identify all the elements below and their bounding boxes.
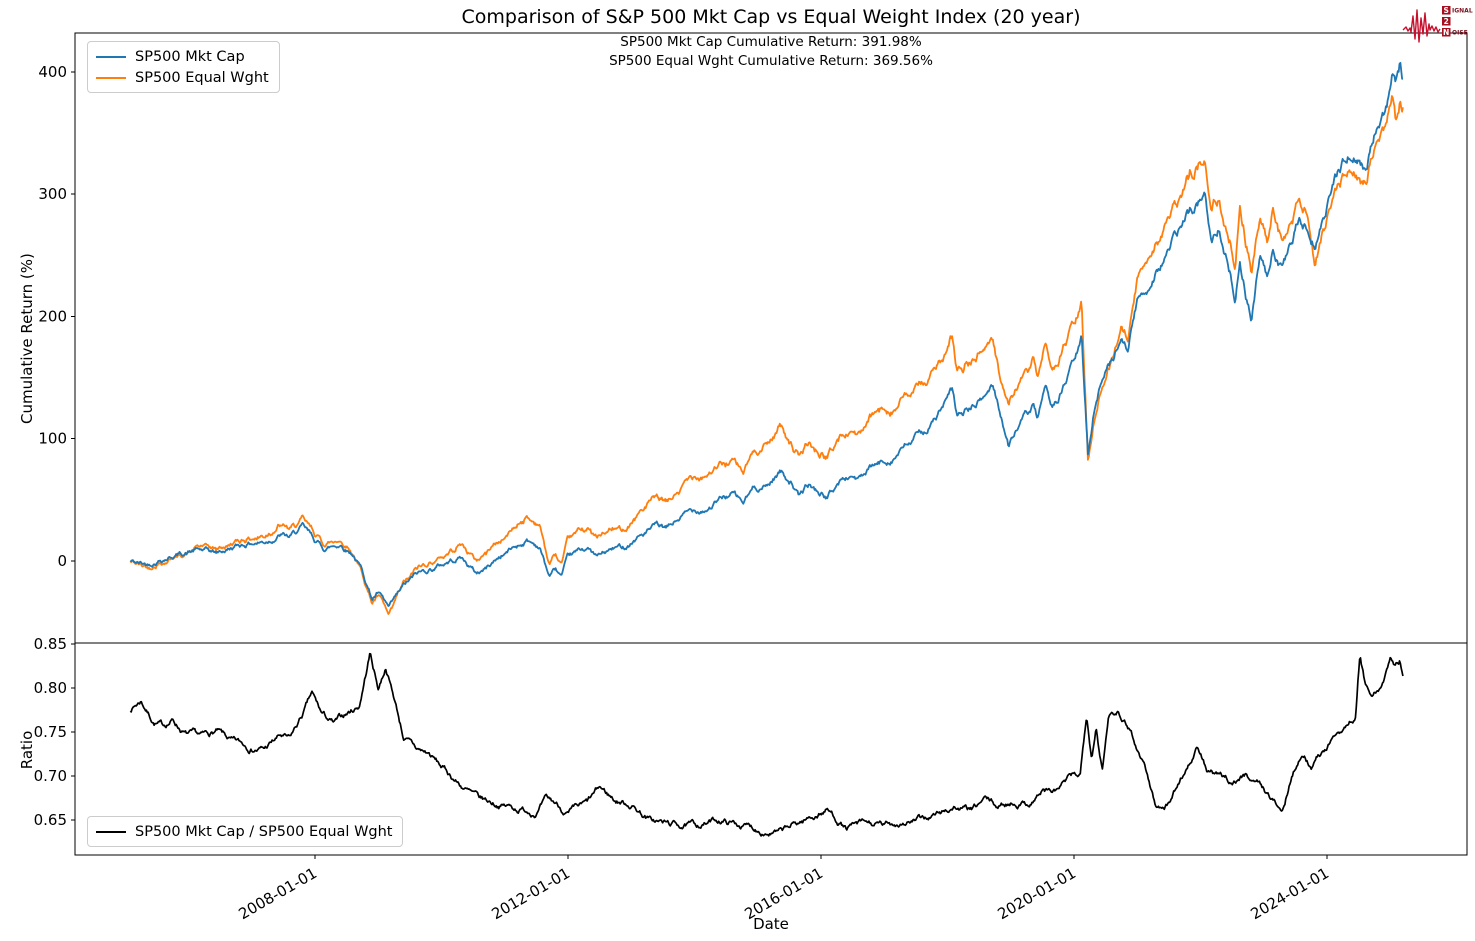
top-y-tick-label: 300 xyxy=(38,185,67,203)
legend-label-eqwght: SP500 Equal Wght xyxy=(135,69,269,86)
top-y-tick-label: 400 xyxy=(38,63,67,81)
bottom-y-tick-label: 0.85 xyxy=(34,635,67,653)
series-mkt-cap-line xyxy=(129,61,1404,607)
legend-label-ratio: SP500 Mkt Cap / SP500 Equal Wght xyxy=(135,823,393,840)
series-ratio-line xyxy=(129,652,1404,837)
logo-letter-2: 2 xyxy=(1444,17,1449,26)
logo-letterbox-n xyxy=(1442,28,1451,37)
ratio-line-swatch xyxy=(96,830,126,833)
logo-letterbox-s xyxy=(1442,6,1451,15)
bottom-panel-frame xyxy=(74,642,1468,856)
signal2noise-logo: S 2 N IGNAL OISE xyxy=(1402,6,1473,43)
x-axis-label: Date xyxy=(753,915,789,933)
bottom-y-tick-label: 0.80 xyxy=(34,679,67,697)
logo-word-oise: OISE xyxy=(1452,30,1468,37)
annotation-eqwght-return: SP500 Equal Wght Cumulative Return: 369.… xyxy=(609,53,933,69)
bottom-y-tick-label: 0.65 xyxy=(34,811,67,829)
logo-letterbox-2 xyxy=(1442,17,1451,26)
eqwght-line-swatch xyxy=(96,76,126,79)
legend-item-eqwght: SP500 Equal Wght xyxy=(96,67,269,88)
bottom-y-tick-label: 0.70 xyxy=(34,767,67,785)
legend-item-ratio: SP500 Mkt Cap / SP500 Equal Wght xyxy=(96,821,392,842)
logo-letter-n: N xyxy=(1443,28,1449,37)
mktcap-line-swatch xyxy=(96,55,126,58)
logo-word-ignal: IGNAL xyxy=(1452,8,1473,15)
bottom-y-tick-label: 0.75 xyxy=(34,723,67,741)
logo-letter-s: S xyxy=(1443,6,1448,15)
series-equal-wght-line xyxy=(129,95,1404,615)
bottom-legend: SP500 Mkt Cap / SP500 Equal Wght xyxy=(87,816,404,847)
chart-title: Comparison of S&P 500 Mkt Cap vs Equal W… xyxy=(461,6,1081,28)
bottom-y-axis-label: Ratio xyxy=(18,730,36,770)
legend-label-mktcap: SP500 Mkt Cap xyxy=(135,48,245,65)
top-panel-frame xyxy=(74,32,1468,644)
annotation-mktcap-return: SP500 Mkt Cap Cumulative Return: 391.98% xyxy=(620,34,922,50)
top-y-axis-label: Cumulative Return (%) xyxy=(18,253,36,424)
legend-item-mktcap: SP500 Mkt Cap xyxy=(96,46,269,67)
top-y-tick-label: 200 xyxy=(38,307,67,325)
top-y-tick-label: 100 xyxy=(38,430,67,448)
ecg-waveform-icon xyxy=(1402,9,1441,43)
top-y-tick-label: 0 xyxy=(57,552,67,570)
top-legend: SP500 Mkt Cap SP500 Equal Wght xyxy=(87,41,280,93)
